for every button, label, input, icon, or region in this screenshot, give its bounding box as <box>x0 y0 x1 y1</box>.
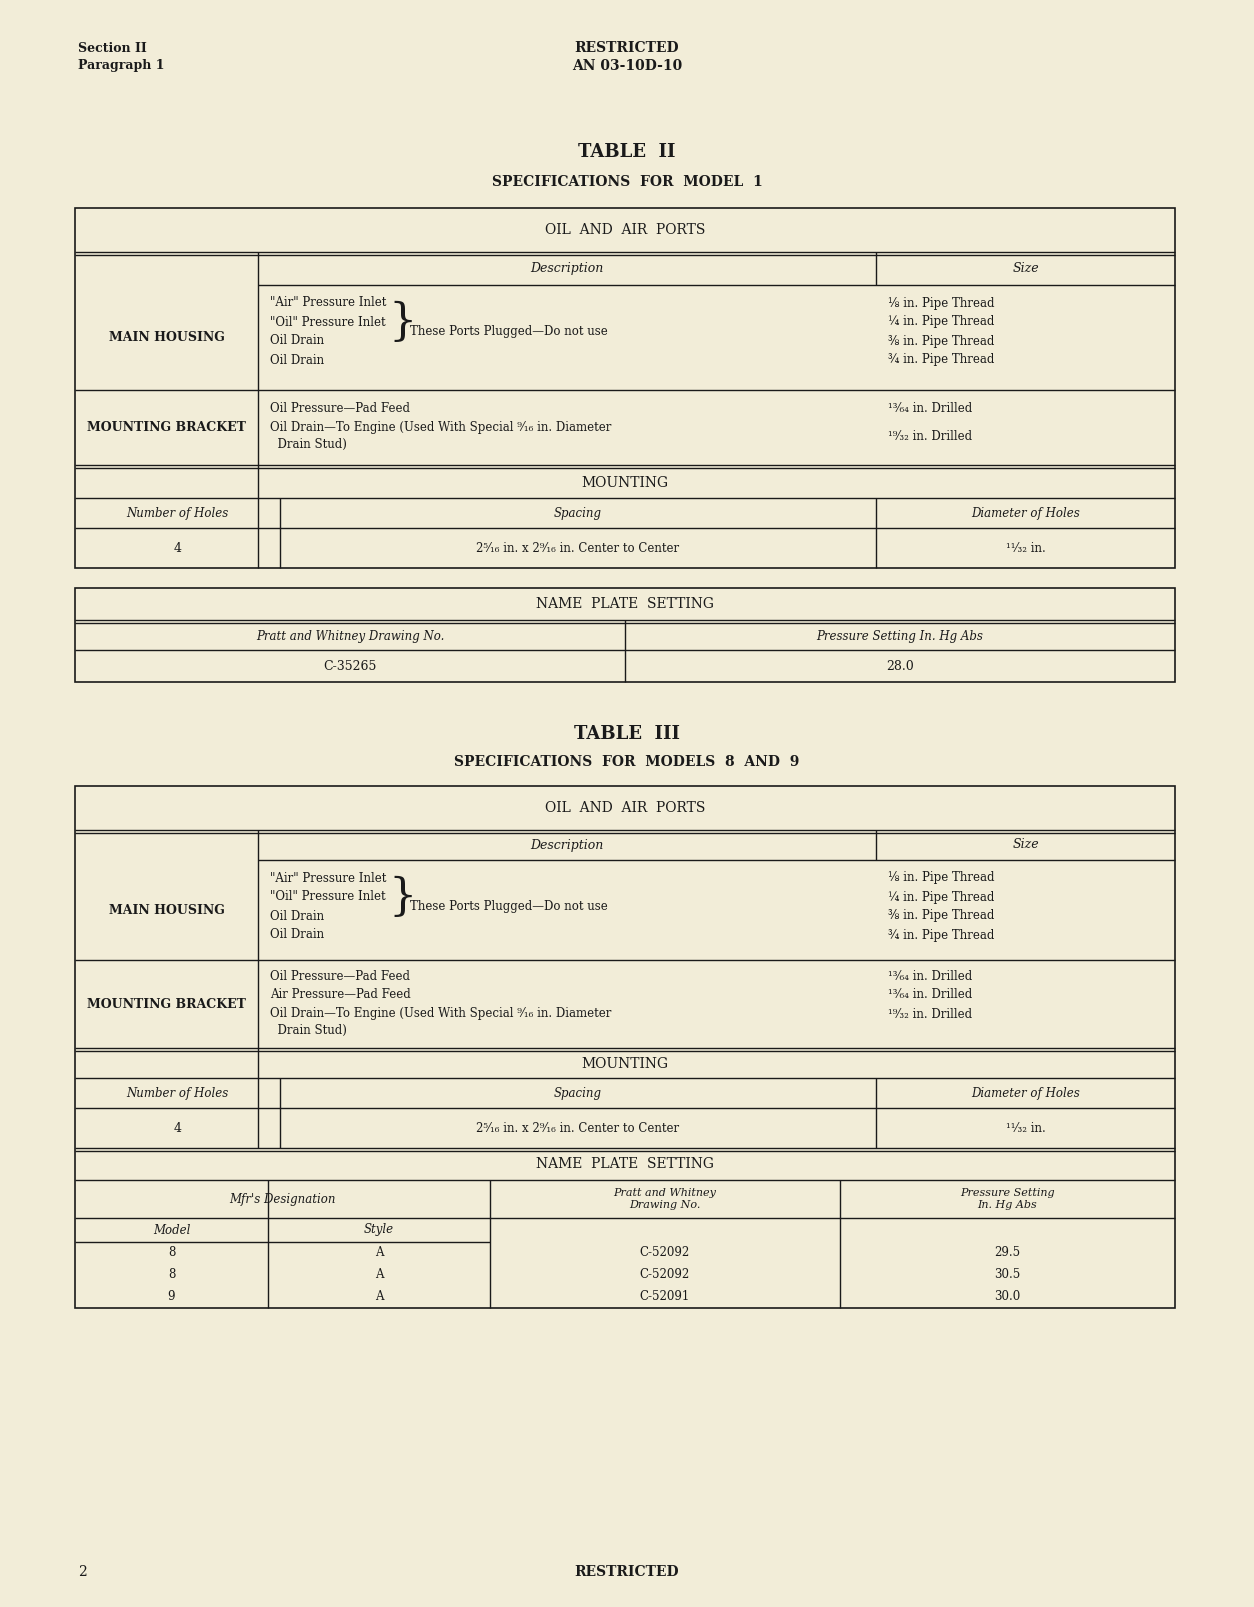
Text: ¹¹⁄₃₂ in.: ¹¹⁄₃₂ in. <box>1006 542 1046 554</box>
Text: NAME  PLATE  SETTING: NAME PLATE SETTING <box>535 1157 714 1172</box>
Text: MOUNTING BRACKET: MOUNTING BRACKET <box>87 998 246 1011</box>
Text: Spacing: Spacing <box>554 1086 602 1099</box>
Text: ⅛ in. Pipe Thread: ⅛ in. Pipe Thread <box>888 871 994 884</box>
Text: Oil Drain—To Engine (Used With Special ⁹⁄₁₆ in. Diameter: Oil Drain—To Engine (Used With Special ⁹… <box>270 1008 612 1020</box>
Text: Pratt and Whitney Drawing No.: Pratt and Whitney Drawing No. <box>256 630 444 643</box>
Text: TABLE  III: TABLE III <box>574 725 680 742</box>
Text: Oil Drain—To Engine (Used With Special ⁹⁄₁₆ in. Diameter: Oil Drain—To Engine (Used With Special ⁹… <box>270 421 612 434</box>
Text: These Ports Plugged—Do not use: These Ports Plugged—Do not use <box>410 900 608 913</box>
Text: Drain Stud): Drain Stud) <box>270 437 347 450</box>
Text: 29.5: 29.5 <box>994 1247 1021 1260</box>
Text: "Oil" Pressure Inlet: "Oil" Pressure Inlet <box>270 315 386 328</box>
Text: 2⁵⁄₁₆ in. x 2⁹⁄₁₆ in. Center to Center: 2⁵⁄₁₆ in. x 2⁹⁄₁₆ in. Center to Center <box>477 1122 680 1135</box>
Bar <box>75 786 1175 1308</box>
Text: C-52092: C-52092 <box>640 1268 690 1281</box>
Text: ⅜ in. Pipe Thread: ⅜ in. Pipe Thread <box>888 910 994 922</box>
Bar <box>75 207 1175 567</box>
Text: Air Pressure—Pad Feed: Air Pressure—Pad Feed <box>270 988 411 1001</box>
Text: A: A <box>375 1268 384 1281</box>
Text: Number of Holes: Number of Holes <box>127 1086 228 1099</box>
Text: Description: Description <box>530 262 603 275</box>
Text: Oil Pressure—Pad Feed: Oil Pressure—Pad Feed <box>270 402 410 415</box>
Text: "Air" Pressure Inlet: "Air" Pressure Inlet <box>270 297 386 310</box>
Text: Size: Size <box>1012 839 1038 852</box>
Text: AN 03-10D-10: AN 03-10D-10 <box>572 59 682 72</box>
Text: "Air" Pressure Inlet: "Air" Pressure Inlet <box>270 871 386 884</box>
Text: ¾ in. Pipe Thread: ¾ in. Pipe Thread <box>888 354 994 366</box>
Text: Oil Pressure—Pad Feed: Oil Pressure—Pad Feed <box>270 969 410 982</box>
Text: 30.5: 30.5 <box>994 1268 1021 1281</box>
Text: Style: Style <box>364 1223 394 1236</box>
Text: 4: 4 <box>173 542 182 554</box>
Text: ¹³⁄₆₄ in. Drilled: ¹³⁄₆₄ in. Drilled <box>888 402 972 415</box>
Text: A: A <box>375 1290 384 1303</box>
Text: Oil Drain: Oil Drain <box>270 354 324 366</box>
Text: 9: 9 <box>168 1290 176 1303</box>
Text: Oil Drain: Oil Drain <box>270 910 324 922</box>
Text: ⅛ in. Pipe Thread: ⅛ in. Pipe Thread <box>888 297 994 310</box>
Text: Description: Description <box>530 839 603 852</box>
Text: C-52092: C-52092 <box>640 1247 690 1260</box>
Text: ¼ in. Pipe Thread: ¼ in. Pipe Thread <box>888 315 994 328</box>
Text: Drain Stud): Drain Stud) <box>270 1024 347 1037</box>
Text: Paragraph 1: Paragraph 1 <box>78 59 164 72</box>
Text: MOUNTING BRACKET: MOUNTING BRACKET <box>87 421 246 434</box>
Text: ¹⁹⁄₃₂ in. Drilled: ¹⁹⁄₃₂ in. Drilled <box>888 429 972 442</box>
Text: SPECIFICATIONS  FOR  MODELS  8  AND  9: SPECIFICATIONS FOR MODELS 8 AND 9 <box>454 755 800 770</box>
Text: ¾ in. Pipe Thread: ¾ in. Pipe Thread <box>888 929 994 942</box>
Text: ¹³⁄₆₄ in. Drilled: ¹³⁄₆₄ in. Drilled <box>888 988 972 1001</box>
Text: }: } <box>387 876 416 919</box>
Text: Pratt and Whitney
Drawing No.: Pratt and Whitney Drawing No. <box>613 1188 716 1210</box>
Text: 8: 8 <box>168 1247 176 1260</box>
Text: OIL  AND  AIR  PORTS: OIL AND AIR PORTS <box>544 800 705 815</box>
Text: Mfr's Designation: Mfr's Designation <box>229 1192 336 1205</box>
Text: MOUNTING: MOUNTING <box>582 1057 668 1072</box>
Text: ¼ in. Pipe Thread: ¼ in. Pipe Thread <box>888 890 994 903</box>
Text: ¹⁹⁄₃₂ in. Drilled: ¹⁹⁄₃₂ in. Drilled <box>888 1008 972 1020</box>
Text: Model: Model <box>153 1223 191 1236</box>
Text: Oil Drain: Oil Drain <box>270 334 324 347</box>
Text: MOUNTING: MOUNTING <box>582 476 668 490</box>
Bar <box>75 588 1175 681</box>
Text: These Ports Plugged—Do not use: These Ports Plugged—Do not use <box>410 325 608 337</box>
Text: TABLE  II: TABLE II <box>578 143 676 161</box>
Text: A: A <box>375 1247 384 1260</box>
Text: 4: 4 <box>173 1122 182 1135</box>
Text: C-35265: C-35265 <box>324 659 376 672</box>
Text: Diameter of Holes: Diameter of Holes <box>971 506 1080 519</box>
Text: ⅜ in. Pipe Thread: ⅜ in. Pipe Thread <box>888 334 994 347</box>
Text: Pressure Setting In. Hg Abs: Pressure Setting In. Hg Abs <box>816 630 983 643</box>
Text: ¹³⁄₆₄ in. Drilled: ¹³⁄₆₄ in. Drilled <box>888 969 972 982</box>
Text: RESTRICTED: RESTRICTED <box>574 1565 680 1580</box>
Text: NAME  PLATE  SETTING: NAME PLATE SETTING <box>535 596 714 611</box>
Text: OIL  AND  AIR  PORTS: OIL AND AIR PORTS <box>544 223 705 236</box>
Text: 2⁵⁄₁₆ in. x 2⁹⁄₁₆ in. Center to Center: 2⁵⁄₁₆ in. x 2⁹⁄₁₆ in. Center to Center <box>477 542 680 554</box>
Text: 30.0: 30.0 <box>994 1290 1021 1303</box>
Text: Number of Holes: Number of Holes <box>127 506 228 519</box>
Text: 28.0: 28.0 <box>887 659 914 672</box>
Text: Spacing: Spacing <box>554 506 602 519</box>
Text: Pressure Setting
In. Hg Abs: Pressure Setting In. Hg Abs <box>961 1188 1055 1210</box>
Text: C-52091: C-52091 <box>640 1290 690 1303</box>
Text: Size: Size <box>1012 262 1038 275</box>
Text: RESTRICTED: RESTRICTED <box>574 42 680 55</box>
Text: Oil Drain: Oil Drain <box>270 929 324 942</box>
Text: MAIN HOUSING: MAIN HOUSING <box>109 903 224 916</box>
Text: Section II: Section II <box>78 42 147 55</box>
Text: 2: 2 <box>78 1565 87 1580</box>
Text: MAIN HOUSING: MAIN HOUSING <box>109 331 224 344</box>
Text: SPECIFICATIONS  FOR  MODEL  1: SPECIFICATIONS FOR MODEL 1 <box>492 175 762 190</box>
Text: "Oil" Pressure Inlet: "Oil" Pressure Inlet <box>270 890 386 903</box>
Text: Diameter of Holes: Diameter of Holes <box>971 1086 1080 1099</box>
Text: 8: 8 <box>168 1268 176 1281</box>
Text: ¹¹⁄₃₂ in.: ¹¹⁄₃₂ in. <box>1006 1122 1046 1135</box>
Text: }: } <box>387 301 416 344</box>
